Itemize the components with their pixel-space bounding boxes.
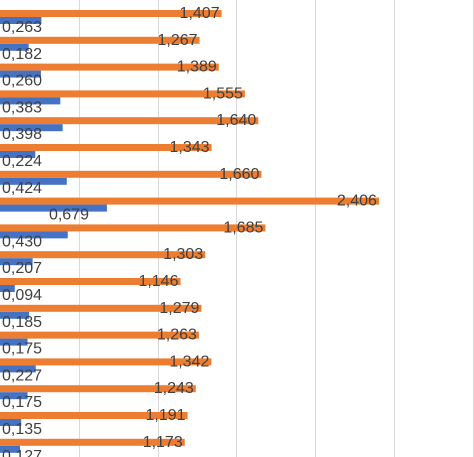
bar-series-2 [0, 358, 212, 366]
data-label-series-2: 1,279 [159, 300, 199, 317]
data-label-series-2: 1,191 [146, 407, 186, 424]
bar-series-2 [0, 385, 196, 393]
data-labels: 1,407 0,263 1,267 0,182 1,389 0,260 1,555 0,383… [2, 5, 377, 457]
bar-series-2 [0, 117, 259, 125]
bar-series-2 [0, 63, 219, 71]
data-label-series-1: 0,260 [2, 73, 42, 90]
data-label-series-2: 1,555 [203, 85, 243, 102]
bar-series-1 [0, 445, 21, 453]
bar-series-2 [0, 304, 202, 312]
bar-series-1 [0, 204, 107, 212]
bar-series-2 [0, 331, 199, 339]
data-label-series-1: 0,224 [2, 153, 42, 170]
data-label-series-1: 0,127 [2, 448, 42, 457]
data-label-series-2: 1,263 [157, 327, 197, 344]
data-label-series-1: 0,263 [2, 19, 42, 36]
bar-series-1 [0, 124, 63, 132]
data-label-series-2: 1,343 [169, 139, 209, 156]
bar-series-2 [0, 144, 212, 151]
data-label-series-2: 1,146 [138, 273, 178, 290]
bar-series-1 [0, 258, 33, 266]
data-label-series-1: 0,398 [2, 126, 42, 143]
bar-series-2 [0, 224, 266, 232]
data-label-series-1: 0,175 [2, 341, 42, 358]
data-label-series-2: 1,342 [169, 353, 209, 370]
data-label-series-1: 0,175 [2, 394, 42, 411]
bar-series-2 [0, 90, 245, 98]
data-label-series-1: 0,207 [2, 260, 42, 277]
bar-series-1 [0, 419, 22, 426]
bar-series-2 [0, 10, 222, 17]
data-label-series-2: 1,640 [216, 112, 256, 129]
data-label-series-2: 1,243 [154, 380, 194, 397]
bar-series-1 [0, 392, 28, 400]
data-label-series-1: 0,430 [2, 233, 42, 250]
bar-series-1 [0, 285, 15, 292]
bar-series-1 [0, 231, 68, 239]
bars [0, 10, 379, 453]
bar-series-1 [0, 177, 67, 185]
data-label-series-1: 0,383 [2, 99, 42, 116]
data-label-series-2: 1,685 [223, 219, 263, 236]
bar-series-1 [0, 17, 42, 24]
bar-series-1 [0, 70, 41, 78]
bar-series-2 [0, 251, 206, 259]
bar-series-2 [0, 412, 188, 419]
data-label-series-2: 1,303 [163, 246, 203, 263]
data-label-series-1: 0,227 [2, 367, 42, 384]
data-label-series-1: 0,094 [2, 287, 42, 304]
bar-series-2 [0, 438, 185, 446]
data-label-series-1: 0,182 [2, 46, 42, 63]
bar-series-2 [0, 197, 379, 205]
bar-series-1 [0, 43, 29, 51]
data-label-series-2: 2,406 [337, 193, 377, 210]
bar-series-1 [0, 338, 28, 346]
data-label-series-2: 1,389 [177, 59, 217, 76]
data-label-series-2: 1,173 [143, 434, 183, 451]
data-label-series-1: 0,135 [2, 421, 42, 438]
bar-series-1 [0, 151, 36, 158]
data-label-series-2: 1,407 [180, 5, 220, 22]
data-label-series-2: 1,660 [219, 166, 259, 183]
data-label-series-1: 0,185 [2, 314, 42, 331]
bar-series-1 [0, 97, 61, 105]
bar-series-2 [0, 36, 200, 44]
data-label-series-2: 1,267 [158, 32, 198, 49]
bar-series-1 [0, 311, 30, 319]
bar-series-1 [0, 365, 36, 373]
bar-series-2 [0, 278, 181, 285]
data-label-series-1: 0,424 [2, 180, 42, 197]
data-label-series-1: 0,679 [49, 207, 89, 224]
bar-series-2 [0, 170, 262, 178]
